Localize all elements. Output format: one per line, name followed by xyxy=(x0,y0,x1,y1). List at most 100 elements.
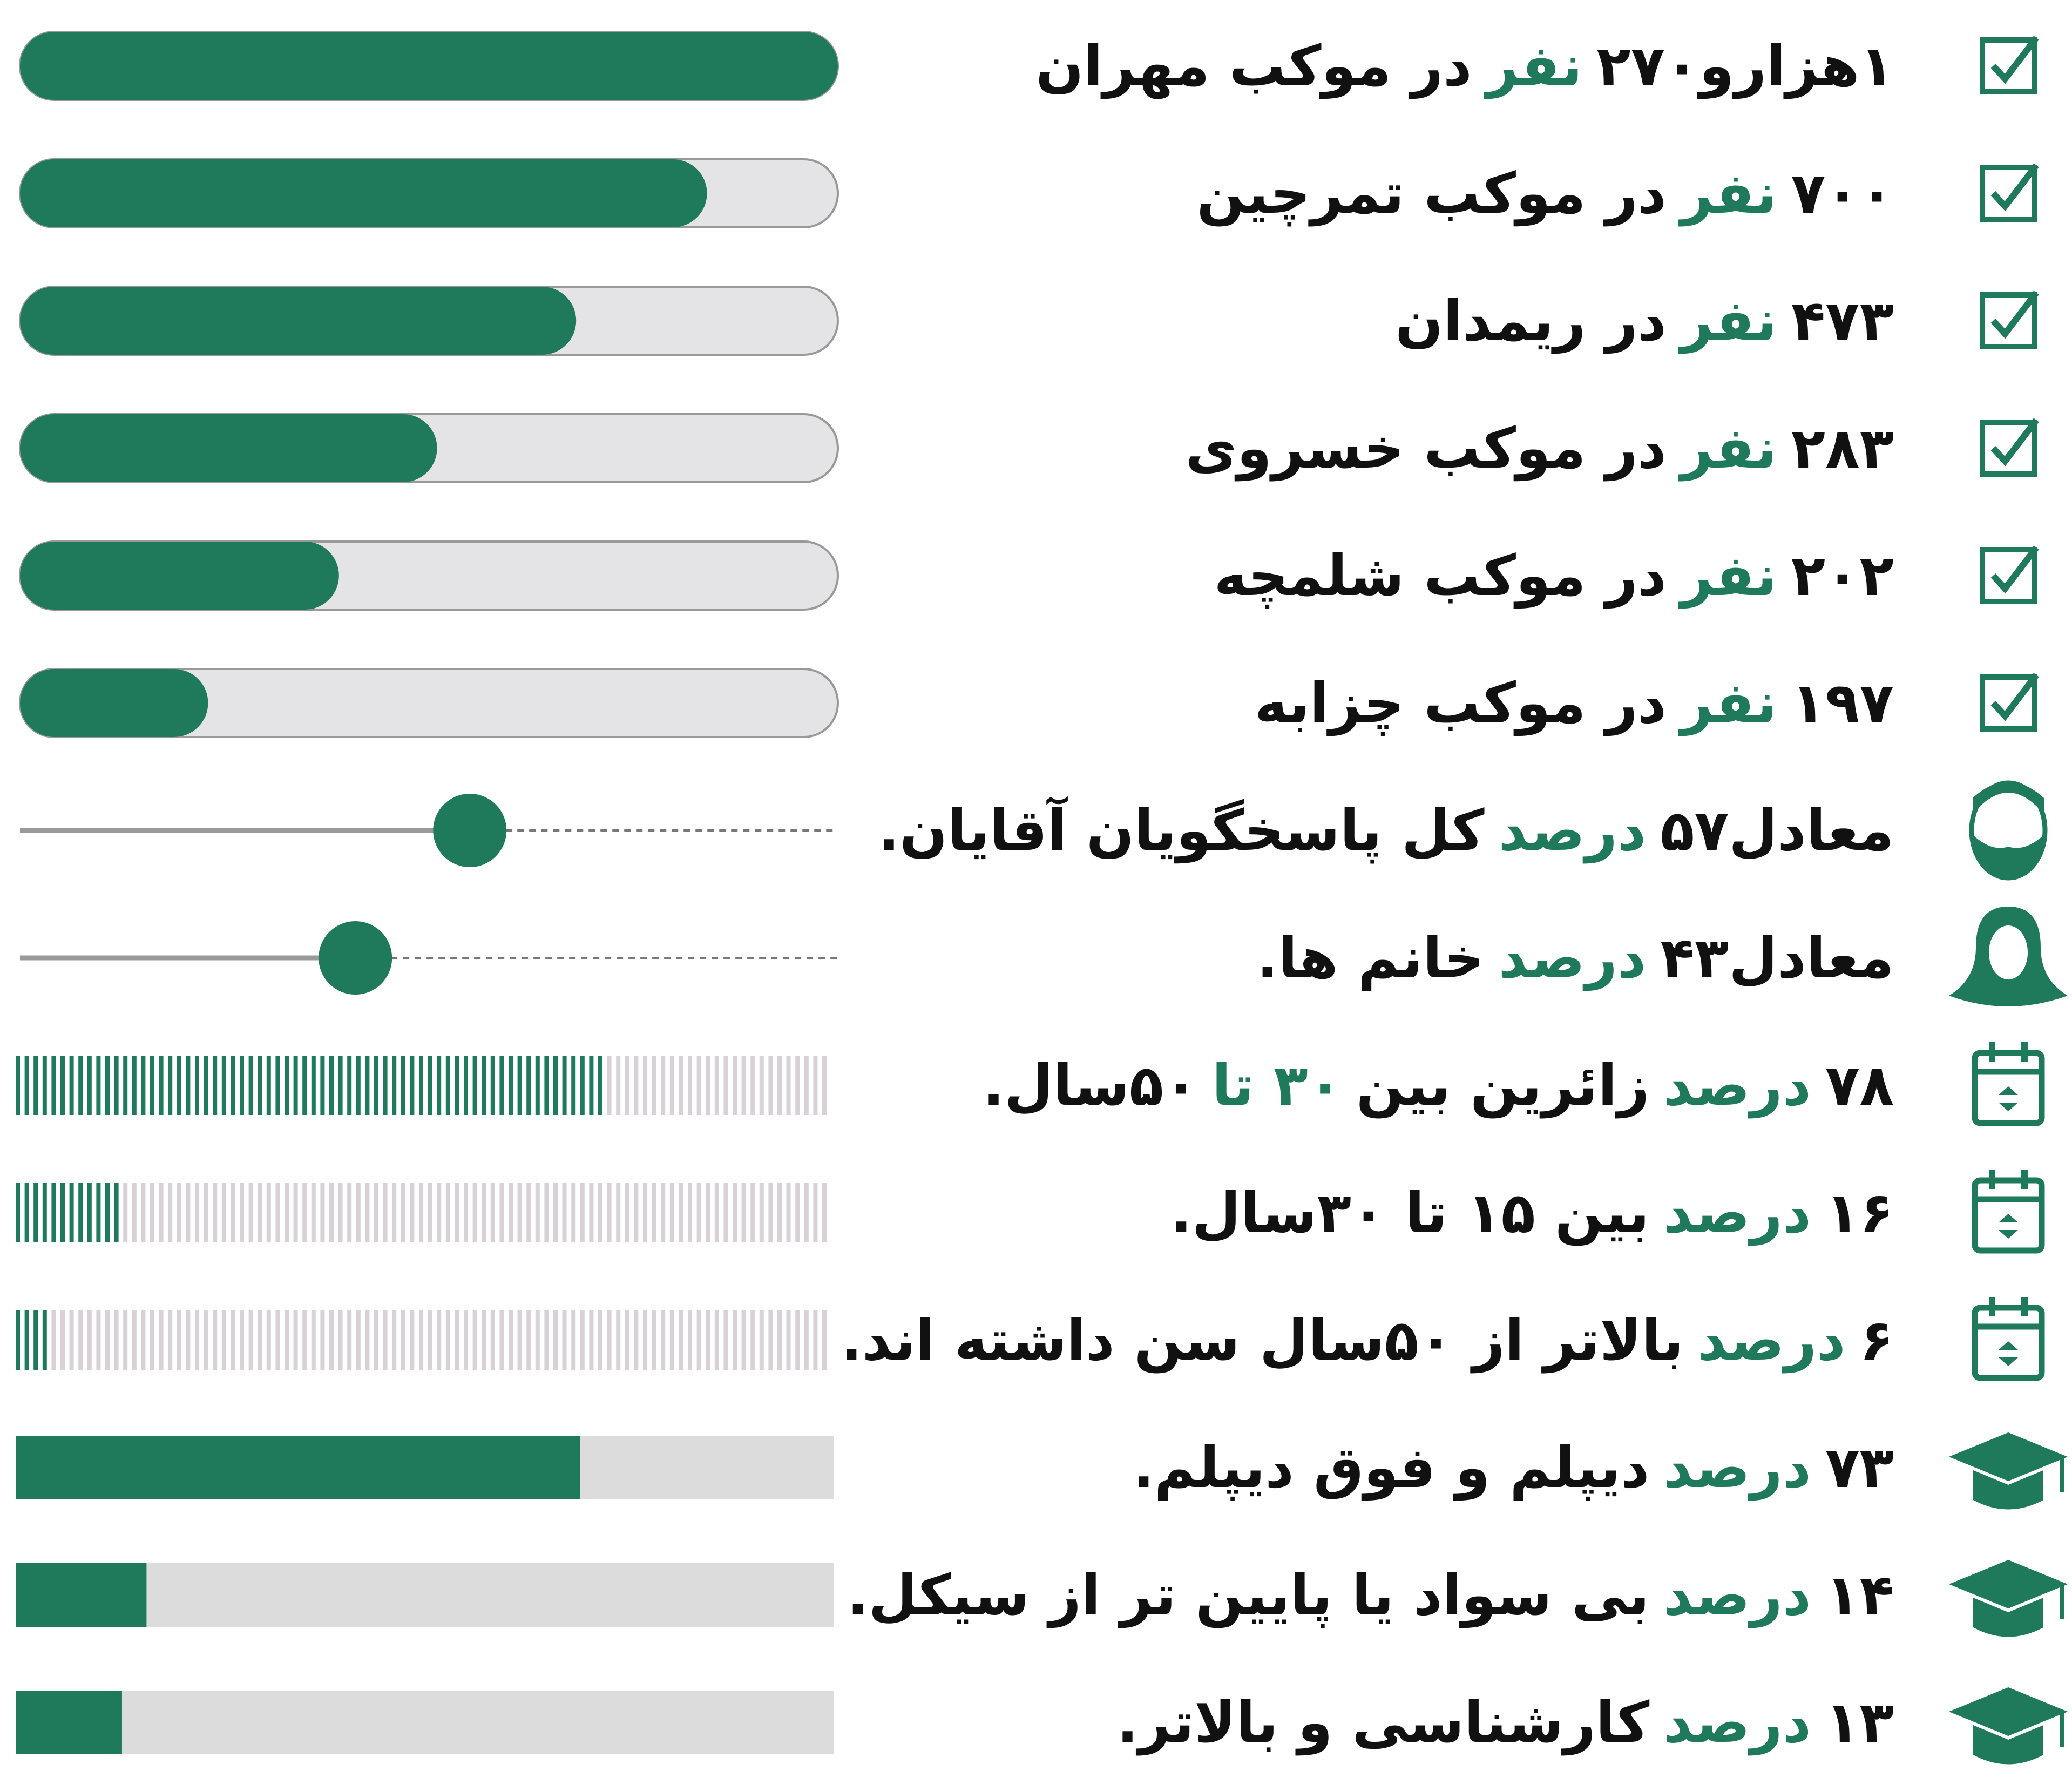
tick-stripe xyxy=(87,1310,92,1370)
icon-box xyxy=(1980,292,2037,349)
tick-stripe xyxy=(669,1310,674,1370)
tick-stripe xyxy=(24,1056,29,1115)
tick-stripe xyxy=(580,1310,585,1370)
tick-stripe xyxy=(177,1183,181,1242)
tick-stripe xyxy=(822,1183,827,1242)
tick-stripe xyxy=(78,1183,83,1242)
tick-stripe xyxy=(60,1183,65,1242)
tick-stripe xyxy=(509,1183,513,1242)
tick-stripe xyxy=(535,1056,540,1115)
tick-stripe xyxy=(759,1183,764,1242)
icon-cap-top xyxy=(1949,1560,2068,1608)
tick-stripe xyxy=(248,1056,253,1115)
tick-stripe xyxy=(455,1310,459,1370)
tick-stripe xyxy=(329,1310,334,1370)
icon-arrows xyxy=(1999,1341,2018,1366)
tick-stripe xyxy=(401,1310,405,1370)
tick-stripe xyxy=(535,1310,540,1370)
tick-stripe xyxy=(275,1183,280,1242)
tick-stripe xyxy=(768,1183,773,1242)
tick-stripe xyxy=(231,1183,235,1242)
tick-stripe xyxy=(221,1310,226,1370)
tick-stripe xyxy=(464,1310,468,1370)
bar-fill xyxy=(16,1436,580,1499)
tick-stripe xyxy=(320,1183,325,1242)
icon-cap-top xyxy=(1949,1687,2068,1736)
tick-stripe xyxy=(669,1183,674,1242)
tick-stripe xyxy=(616,1310,621,1370)
bar-fill xyxy=(16,1691,122,1754)
tick-stripe xyxy=(69,1183,74,1242)
tick-stripe xyxy=(544,1056,549,1115)
icon-woman xyxy=(1949,907,2068,1006)
text-part: کارشناسی و بالاتر. xyxy=(1116,1689,1650,1755)
tick-stripe xyxy=(266,1056,271,1115)
tick-stripe xyxy=(706,1056,710,1115)
tick-stripe xyxy=(293,1056,298,1115)
text-part: ۵۰سال. xyxy=(983,1052,1198,1118)
tick-stripe xyxy=(455,1183,459,1242)
text-part: نفر xyxy=(1680,288,1777,354)
tick-stripe xyxy=(553,1056,558,1115)
tick-stripe xyxy=(669,1056,674,1115)
tick-stripe xyxy=(688,1183,692,1242)
tick-stripe xyxy=(141,1056,146,1115)
icon-ring xyxy=(2021,1297,2028,1316)
tick-stripe xyxy=(410,1310,415,1370)
tick-stripe xyxy=(240,1183,244,1242)
tick-stripe xyxy=(634,1310,639,1370)
tick-stripe xyxy=(392,1310,397,1370)
tick-stripe xyxy=(311,1310,316,1370)
tick-stripe xyxy=(221,1183,226,1242)
tick-stripe xyxy=(517,1310,522,1370)
tick-stripe xyxy=(105,1183,110,1242)
tick-stripe xyxy=(141,1183,146,1242)
tick-stripe xyxy=(347,1310,352,1370)
tick-stripe xyxy=(231,1310,235,1370)
tick-stripe xyxy=(96,1056,101,1115)
tick-stripe xyxy=(544,1183,549,1242)
tick-stripe xyxy=(733,1183,737,1242)
icon-check xyxy=(1980,545,2039,604)
row-text: ۴۷۳نفردر ریمدان xyxy=(868,256,1894,386)
tick-stripe xyxy=(589,1310,594,1370)
tick-stripe xyxy=(598,1056,602,1115)
icon-cal xyxy=(1972,1170,2045,1254)
icon-arrows xyxy=(1999,1214,2018,1239)
bar-fill xyxy=(20,287,577,355)
tick-stripe xyxy=(589,1183,594,1242)
tick-stripe xyxy=(275,1056,280,1115)
tick-stripe xyxy=(750,1310,755,1370)
tick-stripe xyxy=(150,1310,154,1370)
tick-stripe xyxy=(374,1056,378,1115)
tick-stripe xyxy=(186,1310,191,1370)
text-part: در موکب مهران xyxy=(1035,33,1472,99)
tick-stripe xyxy=(777,1056,782,1115)
icon-check xyxy=(1980,290,2039,349)
tick-stripe xyxy=(96,1183,101,1242)
text-part: ۱۹۷ xyxy=(1791,670,1894,736)
tick-stripe xyxy=(168,1183,173,1242)
row-text: ۱هزارو۲۷۰نفردر موکب مهران xyxy=(868,1,1894,131)
tick-stripe xyxy=(643,1183,647,1242)
tick-stripe xyxy=(132,1056,137,1115)
text-part: درصد xyxy=(1663,1562,1812,1628)
tick-stripe xyxy=(60,1310,65,1370)
tick-stripe xyxy=(472,1310,477,1370)
tick-stripe xyxy=(706,1183,710,1242)
tick-stripe xyxy=(383,1183,388,1242)
tick-stripe xyxy=(437,1056,442,1115)
tick-stripe xyxy=(723,1183,728,1242)
tick-stripe xyxy=(356,1310,361,1370)
tick-stripe xyxy=(275,1310,280,1370)
tick-stripe xyxy=(759,1056,764,1115)
slider-knob xyxy=(319,921,392,995)
bar-fill xyxy=(20,159,707,227)
tick-stripe xyxy=(490,1183,495,1242)
tick-stripe xyxy=(320,1310,325,1370)
tick-stripe xyxy=(813,1310,818,1370)
tick-stripe xyxy=(302,1310,307,1370)
bar-fill xyxy=(20,669,208,737)
text-part: کل پاسخگویان آقایان. xyxy=(878,797,1485,863)
tick-stripe xyxy=(338,1183,343,1242)
